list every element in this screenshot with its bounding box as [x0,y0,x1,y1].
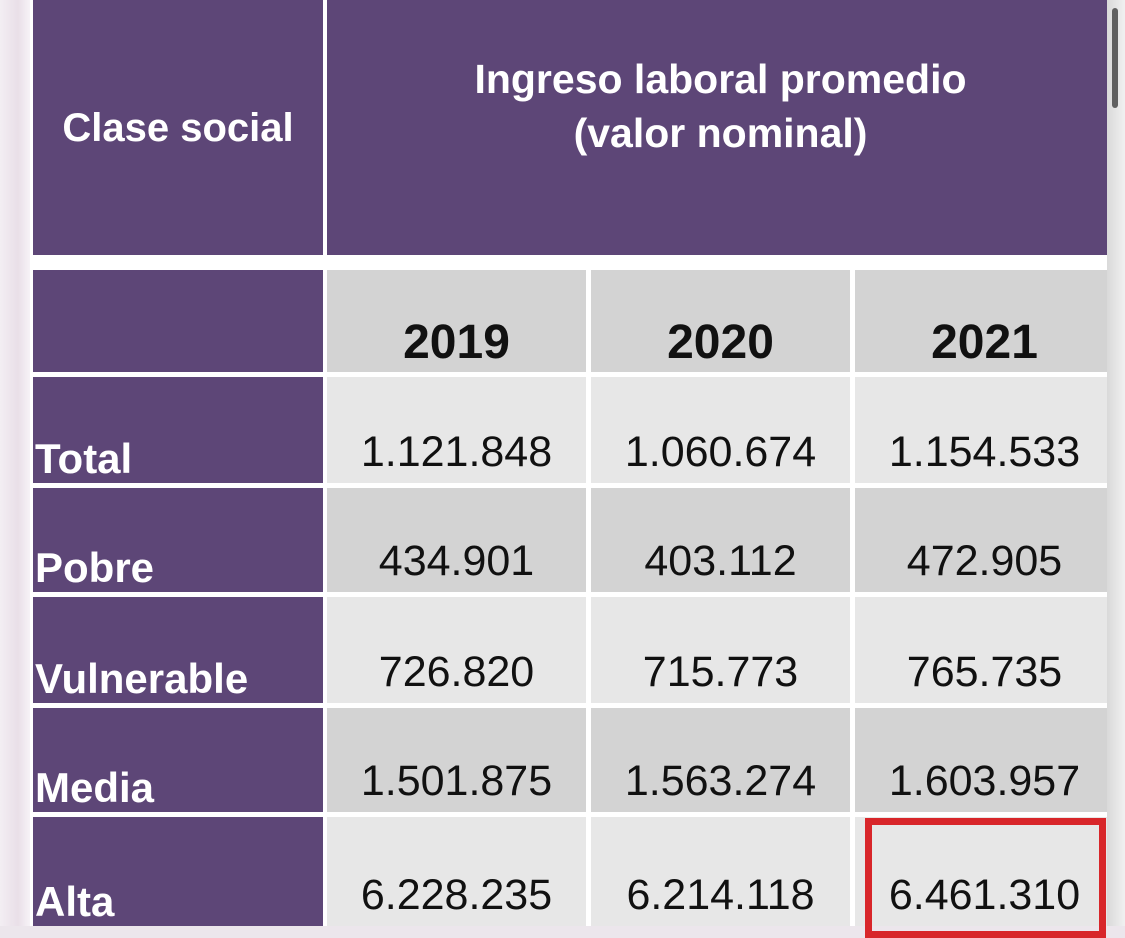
cell-vulnerable-2019: 726.820 [327,597,586,703]
value: 726.820 [378,648,535,696]
value: 472.905 [906,537,1063,585]
vertical-scrollbar[interactable] [1107,0,1125,926]
row-label-pobre: Pobre [33,488,323,592]
cell-media-2021: 1.603.957 [855,708,1114,812]
row-label-vulnerable-text: Vulnerable [35,655,249,702]
value: 434.901 [378,537,535,585]
cell-pobre-2020: 403.112 [591,488,850,592]
cell-vulnerable-2021: 765.735 [855,597,1114,703]
value: 6.228.235 [360,871,553,919]
header-title-line2: (valor nominal) [573,109,868,156]
year-2021: 2021 [855,270,1114,372]
cell-total-2019: 1.121.848 [327,377,586,483]
value: 403.112 [644,537,797,585]
highlight-box [865,818,1106,938]
value: 6.461.310 [888,871,1081,919]
value: 715.773 [642,648,799,696]
cell-total-2021: 1.154.533 [855,377,1114,483]
row-label-total: Total [33,377,323,483]
cell-media-2019: 1.501.875 [327,708,586,812]
header-title-line1: Ingreso laboral promedio [474,55,967,102]
page-margin [0,0,30,926]
year-2019-label: 2019 [403,316,510,369]
row-label-vulnerable: Vulnerable [33,597,323,703]
value: 1.154.533 [888,428,1081,476]
year-2021-label: 2021 [931,316,1038,369]
header-ingreso: Ingreso laboral promedio (valor nominal) [327,0,1114,255]
header-clase-social: Clase social [33,0,323,255]
row-label-media: Media [33,708,323,812]
cell-alta-2020: 6.214.118 [591,817,850,926]
row-label-alta-text: Alta [35,878,115,925]
value: 765.735 [906,648,1063,696]
row-label-total-text: Total [35,435,133,482]
value: 1.501.875 [360,757,553,805]
cell-alta-2019: 6.228.235 [327,817,586,926]
cell-pobre-2019: 434.901 [327,488,586,592]
year-header-blank [33,270,323,372]
cell-vulnerable-2020: 715.773 [591,597,850,703]
value: 6.214.118 [626,871,815,919]
row-label-pobre-text: Pobre [35,544,155,591]
year-2020: 2020 [591,270,850,372]
cell-total-2020: 1.060.674 [591,377,850,483]
cell-alta-2021: 6.461.310 [855,817,1114,926]
row-label-alta: Alta [33,817,323,926]
value: 1.603.957 [888,757,1081,805]
value: 1.563.274 [624,757,817,805]
row-label-media-text: Media [35,764,155,811]
year-2020-label: 2020 [667,316,774,369]
header-clase-social-label: Clase social [62,105,294,150]
value: 1.121.848 [360,428,553,476]
cell-pobre-2021: 472.905 [855,488,1114,592]
cell-media-2020: 1.563.274 [591,708,850,812]
year-2019: 2019 [327,270,586,372]
value: 1.060.674 [624,428,817,476]
scrollbar-thumb[interactable] [1112,8,1118,108]
